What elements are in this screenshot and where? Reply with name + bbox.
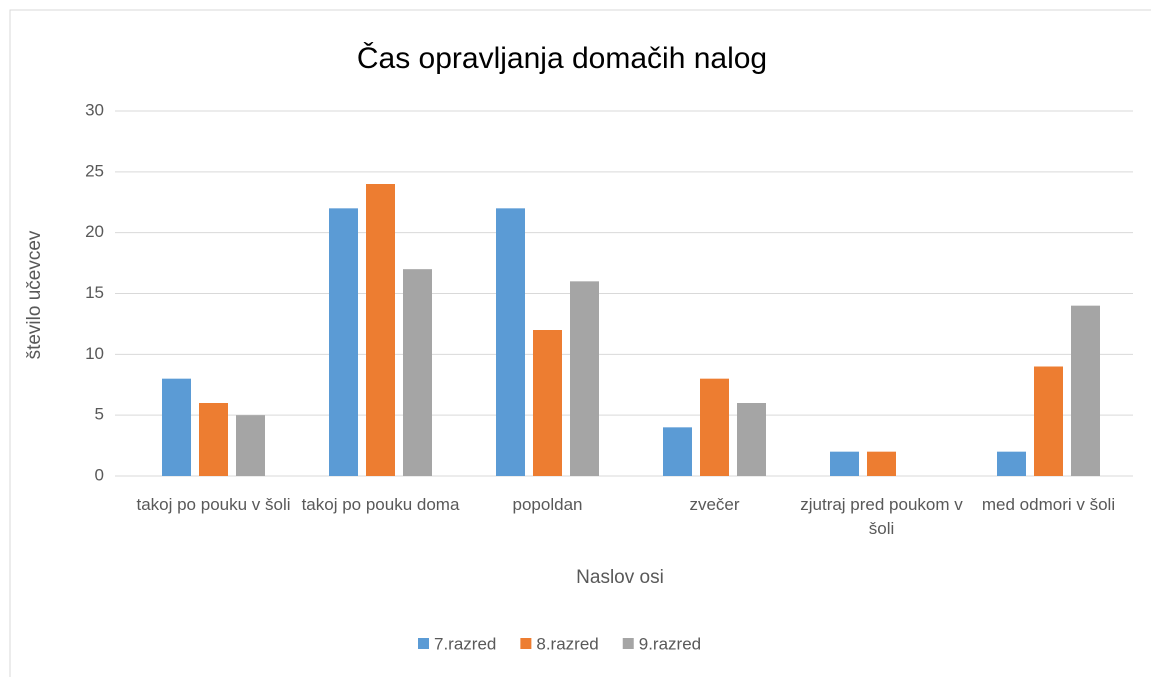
bar — [199, 403, 228, 476]
bar — [663, 427, 692, 476]
legend-label: 9.razred — [639, 634, 701, 653]
x-tick-label: zvečer — [689, 495, 740, 514]
legend-label: 8.razred — [536, 634, 598, 653]
bar — [533, 330, 562, 476]
bar — [1071, 305, 1100, 476]
y-tick-label: 15 — [85, 283, 104, 302]
bar — [1034, 366, 1063, 476]
legend-label: 7.razred — [434, 634, 496, 653]
y-tick-label: 10 — [85, 344, 104, 363]
chart-title: Čas opravljanja domačih nalog — [357, 41, 767, 75]
bar — [329, 208, 358, 477]
bar — [997, 451, 1026, 476]
bar — [366, 184, 395, 476]
x-axis-title: Naslov osi — [576, 567, 664, 588]
y-tick-label: 0 — [95, 465, 104, 484]
x-tick-label: popoldan — [512, 495, 583, 514]
y-tick-label: 25 — [85, 161, 104, 180]
bar — [867, 451, 896, 476]
bar — [496, 208, 525, 477]
x-tick-label: takoj po pouku v šoli — [136, 495, 291, 514]
y-tick-label: 30 — [85, 100, 104, 119]
bar — [236, 415, 265, 476]
y-tick-label: 20 — [85, 222, 104, 241]
bar — [700, 378, 729, 476]
bar — [737, 403, 766, 476]
y-axis-title: število učevcev — [24, 230, 45, 359]
legend-swatch — [520, 638, 532, 649]
bar — [162, 378, 191, 476]
bar — [830, 451, 859, 476]
bar — [570, 281, 599, 476]
y-tick-label: 5 — [95, 405, 104, 424]
legend-swatch — [418, 638, 429, 649]
x-tick-label: med odmori v šoli — [981, 495, 1116, 514]
x-tick-label: zjutraj pred poukom v šoli — [800, 495, 963, 538]
legend-swatch — [622, 638, 634, 649]
x-tick-label: takoj po pouku doma — [301, 495, 460, 514]
bar — [403, 269, 432, 476]
